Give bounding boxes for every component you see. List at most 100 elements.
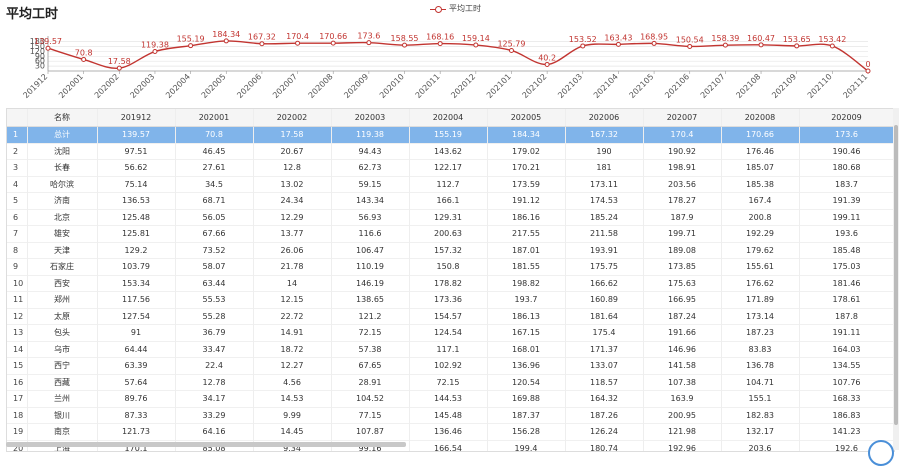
data-point[interactable] <box>81 56 87 62</box>
data-point[interactable] <box>865 68 871 74</box>
vertical-scrollbar-thumb[interactable] <box>894 125 898 425</box>
column-header[interactable]: 202003 <box>331 109 410 127</box>
data-point[interactable] <box>152 49 158 55</box>
data-point[interactable] <box>651 40 657 46</box>
value-cell: 145.48 <box>409 407 488 424</box>
column-header[interactable]: 202002 <box>253 109 332 127</box>
value-cell: 139.57 <box>97 126 176 143</box>
data-point[interactable] <box>758 42 764 48</box>
table-row[interactable]: 17 兰州 89.76 34.17 14.53 104.52 144.53 169.88 164… <box>7 390 894 407</box>
table-row[interactable]: 2 沈阳 97.51 46.45 20.67 94.43 143.62 179.02 190 19… <box>7 143 894 160</box>
column-header[interactable]: 202006 <box>565 109 644 127</box>
value-cell: 112.7 <box>409 176 488 193</box>
table-row[interactable]: 4 哈尔滨 75.14 34.5 13.02 59.15 112.7 173.59 173.11… <box>7 176 894 193</box>
data-point[interactable] <box>188 43 194 49</box>
data-point[interactable] <box>402 42 408 48</box>
data-point[interactable] <box>615 41 621 47</box>
value-cell: 191.66 <box>643 324 722 341</box>
value-cell: 22.72 <box>253 308 332 325</box>
table-row[interactable]: 18 银川 87.33 33.29 9.99 77.15 145.48 187.37 187.2… <box>7 407 894 424</box>
row-number: 15 <box>7 357 28 374</box>
chart-legend[interactable]: 平均工时 <box>430 3 481 14</box>
table-row[interactable]: 14 乌市 64.44 33.47 18.72 57.38 117.1 168.01 171.3… <box>7 341 894 358</box>
value-cell: 64.44 <box>97 341 176 358</box>
value-cell: 160.89 <box>565 291 644 308</box>
value-cell: 97.51 <box>97 143 176 160</box>
horizontal-scrollbar-thumb[interactable] <box>6 442 406 447</box>
column-header[interactable]: 202001 <box>175 109 254 127</box>
data-point[interactable] <box>544 61 550 67</box>
column-header[interactable]: 名称 <box>27 109 98 127</box>
value-cell: 153.34 <box>97 275 176 292</box>
table-row[interactable]: 10 西安 153.34 63.44 14 146.19 178.82 198.82 166.6… <box>7 275 894 292</box>
data-label: 0 <box>865 60 870 69</box>
table-row[interactable]: 15 西宁 63.39 22.4 12.27 67.65 102.92 136.96 133.0… <box>7 357 894 374</box>
data-point[interactable] <box>473 42 479 48</box>
data-label: 167.32 <box>248 33 276 42</box>
data-point[interactable] <box>829 43 835 49</box>
table-row[interactable]: 7 雄安 125.81 67.66 13.77 116.6 200.63 217.55 211.… <box>7 225 894 242</box>
data-label: 184.34 <box>212 30 240 39</box>
value-cell: 75.14 <box>97 176 176 193</box>
table-row[interactable]: 19 南京 121.73 64.16 14.45 107.87 136.46 156.28 12… <box>7 423 894 440</box>
value-cell: 14.91 <box>253 324 332 341</box>
data-point[interactable] <box>295 40 301 46</box>
value-cell: 187.37 <box>487 407 566 424</box>
value-cell: 155.61 <box>721 258 800 275</box>
value-cell: 146.96 <box>643 341 722 358</box>
value-cell: 56.05 <box>175 209 254 226</box>
table-row[interactable]: 3 长春 56.62 27.61 12.8 62.73 122.17 170.21 181 198… <box>7 159 894 176</box>
table-row[interactable]: 16 西藏 57.64 12.78 4.56 28.91 72.15 120.54 118.57… <box>7 374 894 391</box>
table-row[interactable]: 5 济南 136.53 68.71 24.34 143.34 166.1 191.12 174.… <box>7 192 894 209</box>
value-cell: 179.62 <box>721 242 800 259</box>
data-point[interactable] <box>330 40 336 46</box>
value-cell: 67.65 <box>331 357 410 374</box>
data-label: 40.2 <box>538 53 556 62</box>
row-number: 10 <box>7 275 28 292</box>
data-label: 158.55 <box>391 34 419 43</box>
value-cell: 171.89 <box>721 291 800 308</box>
value-cell: 72.15 <box>331 324 410 341</box>
table-header-row: 名称 201912 202001 202002 202003 202004 202005 20… <box>7 109 894 127</box>
column-header[interactable]: 202007 <box>643 109 722 127</box>
data-point[interactable] <box>722 42 728 48</box>
value-cell: 21.78 <box>253 258 332 275</box>
column-header[interactable]: 202008 <box>721 109 800 127</box>
data-label: 155.19 <box>177 35 205 44</box>
value-cell: 186.83 <box>799 407 894 424</box>
value-cell: 187.26 <box>565 407 644 424</box>
floating-action-button[interactable] <box>868 440 894 466</box>
column-header[interactable]: 202009 <box>799 109 894 127</box>
data-point[interactable] <box>508 47 514 53</box>
header-rownum[interactable] <box>7 109 28 127</box>
table-row[interactable]: 6 北京 125.48 56.05 12.29 56.93 129.31 186.16 185.… <box>7 209 894 226</box>
data-point[interactable] <box>223 38 229 44</box>
table-row[interactable]: 1 总计 139.57 70.8 17.58 119.38 155.19 184.34 167.… <box>7 126 894 143</box>
value-cell: 185.48 <box>799 242 894 259</box>
table-row[interactable]: 13 包头 91 36.79 14.91 72.15 124.54 167.15 175.4 19… <box>7 324 894 341</box>
data-point[interactable] <box>259 41 265 47</box>
data-point[interactable] <box>580 43 586 49</box>
table-row[interactable]: 9 石家庄 103.79 58.07 21.78 110.19 150.8 181.55 175… <box>7 258 894 275</box>
value-cell: 192.96 <box>643 440 722 451</box>
data-point[interactable] <box>794 43 800 49</box>
column-header[interactable]: 202004 <box>409 109 488 127</box>
value-cell: 155.1 <box>721 390 800 407</box>
table-row[interactable]: 11 郑州 117.56 55.53 12.15 138.65 173.36 193.7 160… <box>7 291 894 308</box>
table-row[interactable]: 8 天津 129.2 73.52 26.06 106.47 157.32 187.01 193.… <box>7 242 894 259</box>
data-point[interactable] <box>366 40 372 46</box>
data-point[interactable] <box>687 43 693 49</box>
data-point[interactable] <box>116 65 122 71</box>
value-cell: 89.76 <box>97 390 176 407</box>
value-cell: 155.19 <box>409 126 488 143</box>
table-row[interactable]: 12 太原 127.54 55.28 22.72 121.2 154.57 186.13 181… <box>7 308 894 325</box>
row-number: 13 <box>7 324 28 341</box>
value-cell: 187.9 <box>643 209 722 226</box>
data-point[interactable] <box>45 45 51 51</box>
data-label: 168.95 <box>640 32 668 41</box>
column-header[interactable]: 202005 <box>487 109 566 127</box>
data-point[interactable] <box>437 41 443 47</box>
series-line-平均工时 <box>47 40 869 72</box>
value-cell: 199.4 <box>487 440 566 451</box>
column-header[interactable]: 201912 <box>97 109 176 127</box>
